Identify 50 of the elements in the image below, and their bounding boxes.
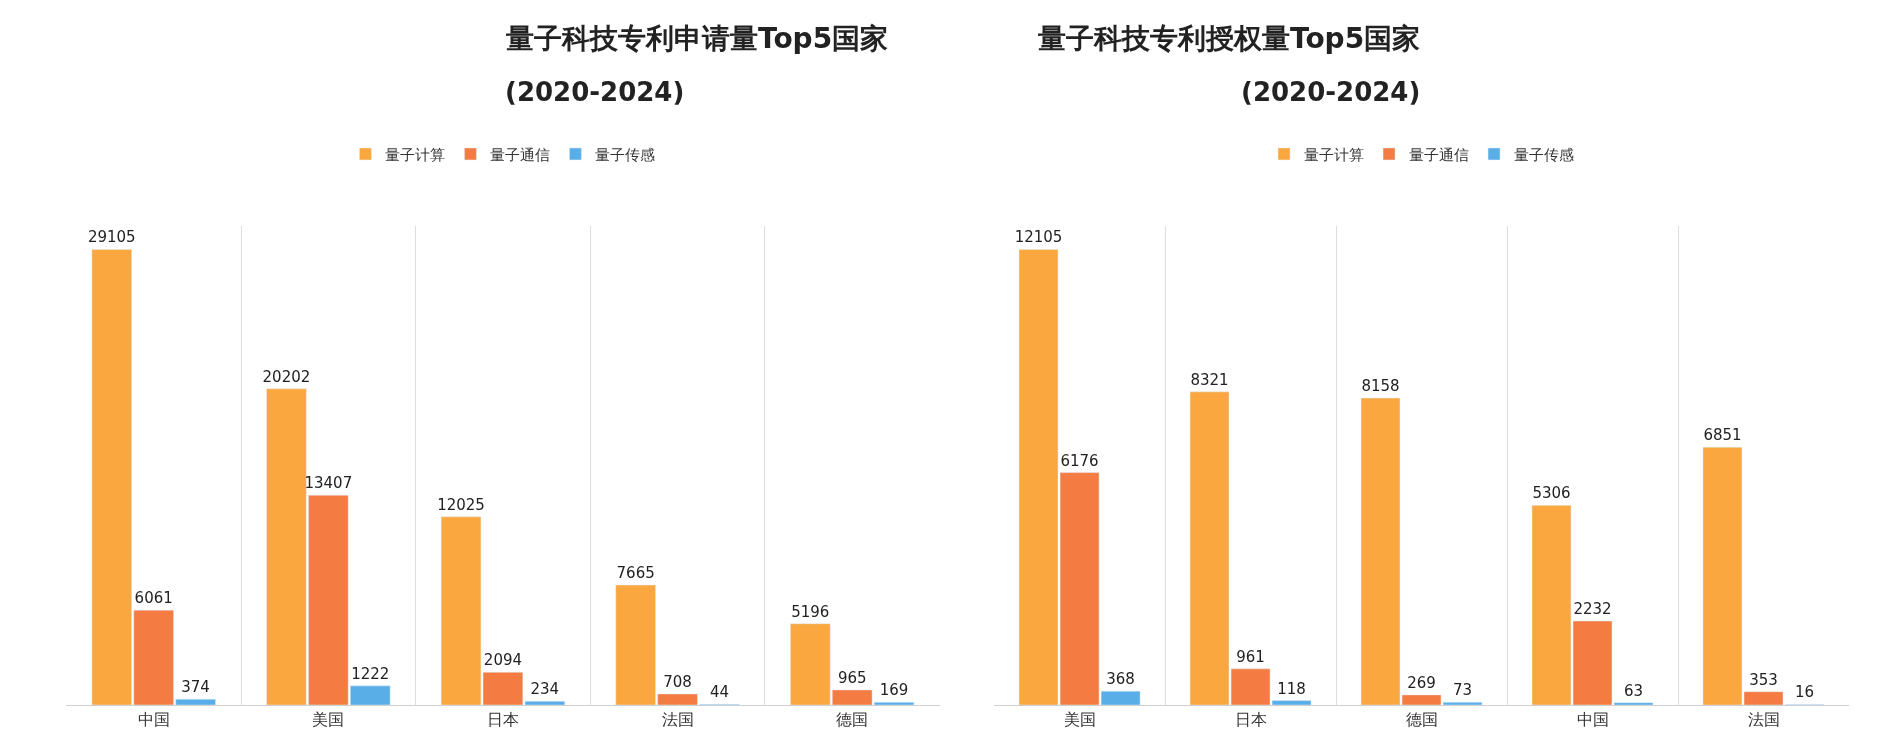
data-label: 374 — [181, 678, 210, 697]
data-label: 708 — [663, 672, 692, 691]
chart-title: 量子科技专利授权量Top5国家 — [1037, 22, 1421, 55]
legend-label: 量子计算 — [385, 145, 446, 164]
data-label: 12105 — [1014, 228, 1063, 247]
data-label: 368 — [1106, 670, 1135, 689]
chart-subtitle: (2020-2024) — [505, 77, 685, 107]
data-label: 234 — [530, 680, 560, 699]
data-label: 12025 — [437, 495, 485, 514]
x-tick-label: 美国 — [312, 710, 345, 730]
x-tick-label: 德国 — [1405, 710, 1438, 730]
data-label: 169 — [879, 681, 909, 700]
data-label: 63 — [1624, 681, 1644, 700]
x-tick-label: 法国 — [1747, 710, 1780, 730]
data-label: 2232 — [1573, 600, 1612, 619]
legend-label: 量子通信 — [490, 145, 551, 164]
data-label: 6176 — [1060, 451, 1099, 470]
data-label: 29105 — [87, 228, 136, 247]
data-label: 1222 — [351, 664, 390, 683]
legend-label: 量子传感 — [1514, 145, 1575, 164]
x-tick-label: 日本 — [486, 710, 519, 730]
data-label: 6061 — [134, 589, 173, 608]
data-label: 73 — [1453, 681, 1473, 700]
legend-label: 量子传感 — [595, 145, 656, 164]
legend-label: 量子计算 — [1304, 145, 1365, 164]
x-tick-label: 美国 — [1063, 710, 1096, 730]
data-label: 8321 — [1190, 370, 1229, 389]
x-tick-label: 德国 — [836, 710, 869, 730]
data-label: 269 — [1407, 673, 1436, 692]
data-label: 5196 — [791, 602, 830, 621]
legend-label: 量子通信 — [1409, 145, 1470, 164]
chart-title: 量子科技专利申请量Top5国家 — [505, 22, 889, 55]
data-label: 118 — [1277, 679, 1306, 698]
data-label: 44 — [709, 683, 730, 702]
data-label: 965 — [837, 668, 867, 687]
data-label: 13407 — [304, 474, 353, 493]
data-label: 353 — [1749, 670, 1778, 689]
x-tick-label: 中国 — [1576, 710, 1609, 730]
data-label: 2094 — [483, 651, 523, 670]
data-label: 7665 — [616, 564, 655, 583]
x-tick-label: 法国 — [661, 710, 694, 730]
data-label: 16 — [1795, 683, 1815, 702]
x-tick-label: 日本 — [1234, 710, 1267, 730]
data-label: 8158 — [1361, 377, 1400, 396]
data-label: 6851 — [1703, 426, 1742, 445]
data-label: 5306 — [1532, 484, 1571, 503]
chart-subtitle: (2020-2024) — [1241, 77, 1421, 107]
x-tick-label: 中国 — [137, 710, 170, 730]
data-label: 961 — [1236, 647, 1265, 666]
data-label: 20202 — [262, 367, 311, 386]
